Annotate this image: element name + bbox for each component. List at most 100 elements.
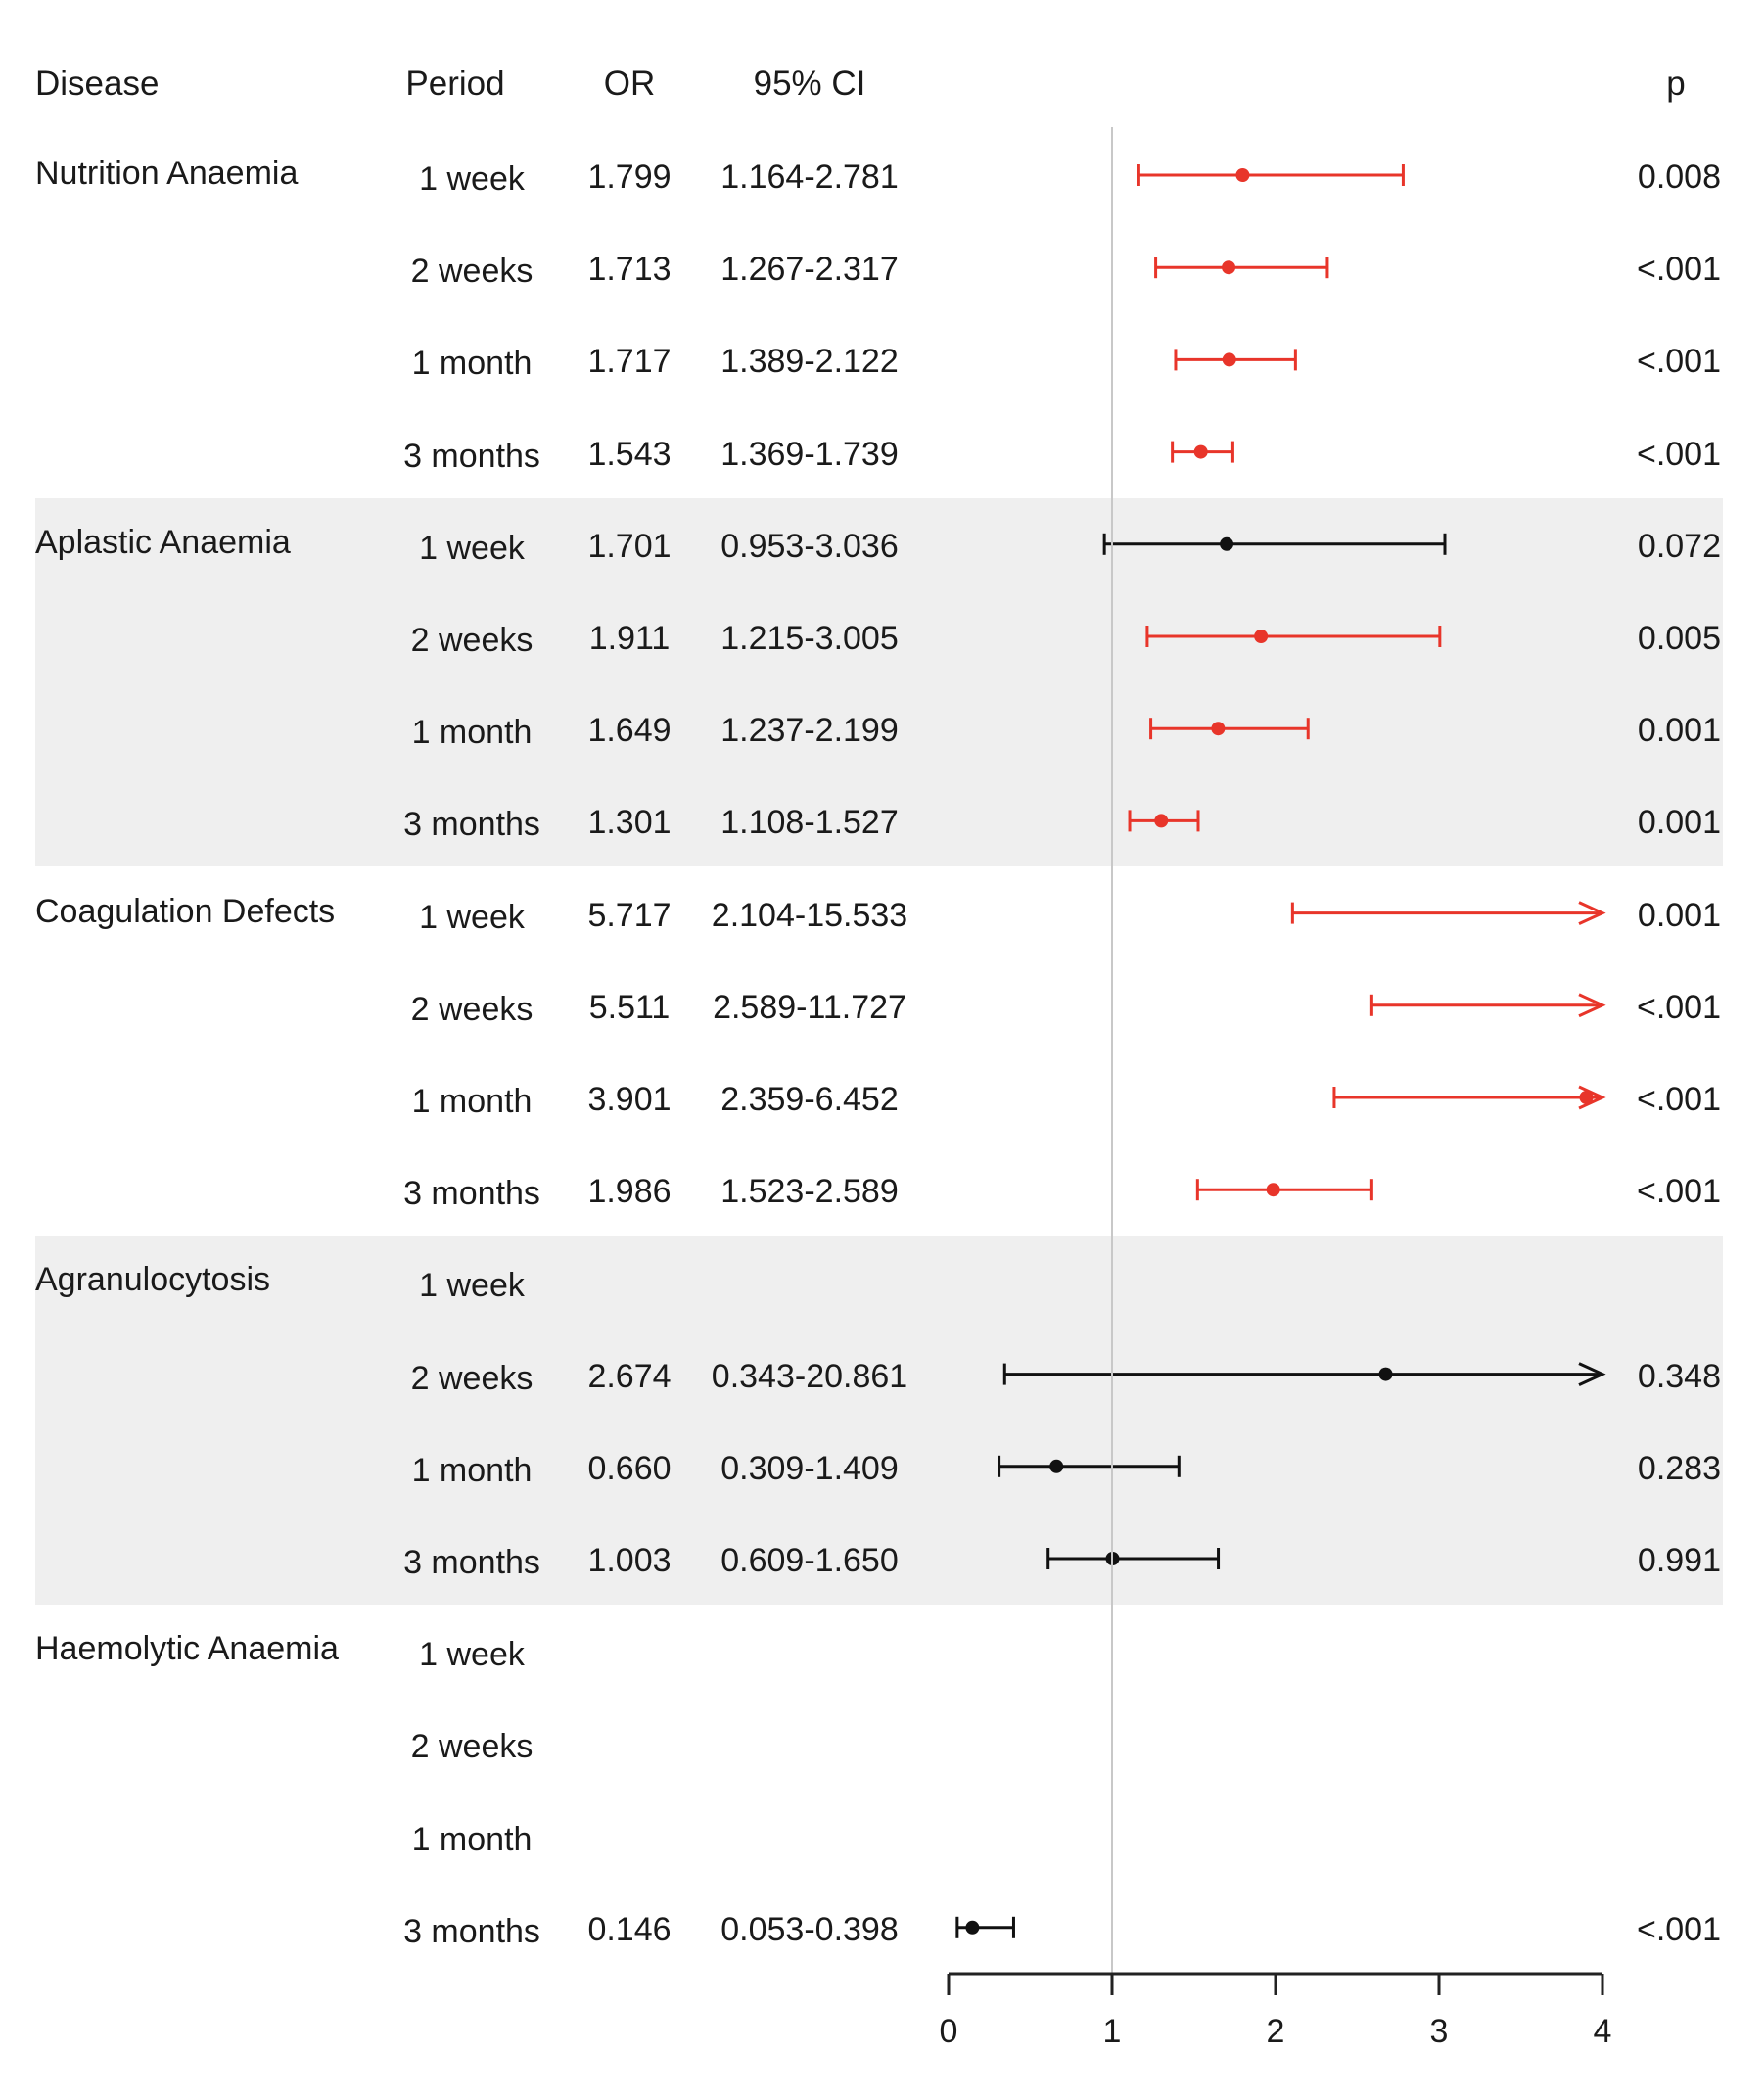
ci-value: 2.104-15.533 xyxy=(711,896,908,934)
ci-value: 1.215-3.005 xyxy=(720,620,899,657)
or-value: 0.660 xyxy=(587,1449,672,1487)
or-point xyxy=(1222,260,1236,275)
period-label: 1 month xyxy=(411,345,533,383)
x-tick-label: 1 xyxy=(1103,2013,1122,2050)
period-label: 1 month xyxy=(411,1820,533,1858)
or-value: 1.003 xyxy=(587,1542,672,1579)
ci-value: 1.267-2.317 xyxy=(720,251,899,289)
ci-value: 0.053-0.398 xyxy=(720,1910,899,1948)
p-value: <.001 xyxy=(1636,1081,1721,1118)
ci-overflow-arrow xyxy=(1578,901,1606,925)
period-label: 2 weeks xyxy=(410,253,534,291)
or-point xyxy=(965,1920,980,1935)
p-value: 0.283 xyxy=(1637,1449,1721,1487)
or-point xyxy=(1266,1183,1280,1197)
or-point xyxy=(1579,1091,1594,1104)
or-value: 0.146 xyxy=(587,1910,672,1948)
period-label: 2 weeks xyxy=(410,1728,534,1766)
period-label: 3 months xyxy=(403,806,540,844)
period-label: 1 month xyxy=(411,1083,533,1120)
p-value: 0.001 xyxy=(1637,804,1721,842)
p-value: 0.348 xyxy=(1637,1357,1721,1395)
or-value: 1.713 xyxy=(587,251,672,289)
disease-label: Coagulation Defects xyxy=(35,892,336,930)
p-value: 0.005 xyxy=(1637,620,1721,657)
or-point xyxy=(1220,536,1234,551)
or-value: 1.911 xyxy=(588,620,671,657)
disease-label: Agranulocytosis xyxy=(35,1261,271,1299)
or-point xyxy=(1211,722,1226,736)
period-label: 3 months xyxy=(403,1175,540,1213)
p-value: <.001 xyxy=(1636,1910,1721,1948)
period-label: 1 week xyxy=(419,161,525,198)
p-value: <.001 xyxy=(1636,343,1721,381)
period-label: 1 month xyxy=(411,1451,533,1489)
header-or: OR xyxy=(603,65,656,103)
or-point xyxy=(1235,168,1250,182)
ci-value: 1.237-2.199 xyxy=(720,712,899,750)
disease-label: Haemolytic Anaemia xyxy=(35,1630,339,1668)
or-point xyxy=(1222,352,1236,367)
x-tick-label: 4 xyxy=(1594,2013,1612,2050)
group-band xyxy=(35,1236,1723,1606)
or-value: 1.301 xyxy=(587,804,672,842)
ci-value: 0.343-20.861 xyxy=(711,1357,908,1395)
p-value: 0.001 xyxy=(1637,896,1721,934)
ci-value: 1.164-2.781 xyxy=(720,159,899,196)
period-label: 2 weeks xyxy=(410,990,534,1028)
or-value: 3.901 xyxy=(587,1081,672,1118)
or-value: 1.717 xyxy=(587,343,672,381)
group-band xyxy=(35,497,1723,867)
period-label: 2 weeks xyxy=(410,1359,534,1397)
or-point xyxy=(1193,444,1208,459)
disease-label: Nutrition Anaemia xyxy=(35,155,299,192)
x-tick-label: 3 xyxy=(1430,2013,1449,2050)
or-point xyxy=(1154,814,1169,828)
ci-overflow-arrow xyxy=(1578,1085,1606,1110)
p-value: 0.072 xyxy=(1637,527,1721,565)
period-label: 2 weeks xyxy=(410,622,534,659)
p-value: 0.008 xyxy=(1637,159,1721,196)
or-value: 1.543 xyxy=(587,435,672,473)
or-point xyxy=(1378,1367,1393,1381)
or-point xyxy=(1049,1459,1064,1473)
period-label: 1 week xyxy=(419,1267,525,1305)
ci-value: 1.389-2.122 xyxy=(720,343,899,381)
period-label: 1 week xyxy=(419,898,525,936)
period-label: 3 months xyxy=(403,437,540,475)
ci-value: 1.369-1.739 xyxy=(720,435,899,473)
period-label: 1 week xyxy=(419,529,525,567)
ci-value: 0.309-1.409 xyxy=(720,1449,899,1487)
period-label: 1 month xyxy=(411,714,533,752)
or-value: 2.674 xyxy=(587,1357,672,1395)
ci-value: 1.108-1.527 xyxy=(720,804,899,842)
disease-label: Aplastic Anaemia xyxy=(35,523,291,561)
p-value: 0.991 xyxy=(1637,1542,1721,1579)
p-value: <.001 xyxy=(1636,435,1721,473)
ci-overflow-arrow xyxy=(1578,1362,1606,1386)
or-value: 1.649 xyxy=(587,712,672,750)
x-tick-label: 0 xyxy=(940,2013,958,2050)
or-value: 5.717 xyxy=(587,896,672,934)
p-value: <.001 xyxy=(1636,988,1721,1026)
ci-overflow-arrow xyxy=(1578,993,1606,1018)
p-value: <.001 xyxy=(1636,1173,1721,1211)
or-value: 5.511 xyxy=(588,988,671,1026)
ci-value: 1.523-2.589 xyxy=(720,1173,899,1211)
header-p: p xyxy=(1666,65,1686,103)
period-label: 3 months xyxy=(403,1912,540,1950)
or-value: 1.986 xyxy=(587,1173,672,1211)
or-point xyxy=(1254,630,1269,643)
ci-value: 2.589-11.727 xyxy=(713,988,906,1026)
period-label: 3 months xyxy=(403,1544,540,1581)
x-tick-label: 2 xyxy=(1267,2013,1285,2050)
or-value: 1.701 xyxy=(587,527,672,565)
period-label: 1 week xyxy=(419,1636,525,1674)
ci-value: 0.609-1.650 xyxy=(720,1542,899,1579)
p-value: 0.001 xyxy=(1637,712,1721,750)
or-value: 1.799 xyxy=(587,159,672,196)
ci-value: 2.359-6.452 xyxy=(720,1081,899,1118)
header-disease: Disease xyxy=(35,65,160,103)
ci-value: 0.953-3.036 xyxy=(720,527,899,565)
